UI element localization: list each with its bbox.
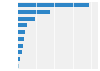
Bar [18, 3, 90, 7]
Bar [18, 10, 50, 14]
Bar [18, 44, 23, 47]
Bar [18, 50, 22, 54]
Bar [18, 30, 25, 34]
Bar [18, 24, 27, 27]
Bar [18, 37, 24, 41]
Bar [18, 64, 19, 68]
Bar [18, 17, 35, 21]
Bar [18, 57, 20, 61]
